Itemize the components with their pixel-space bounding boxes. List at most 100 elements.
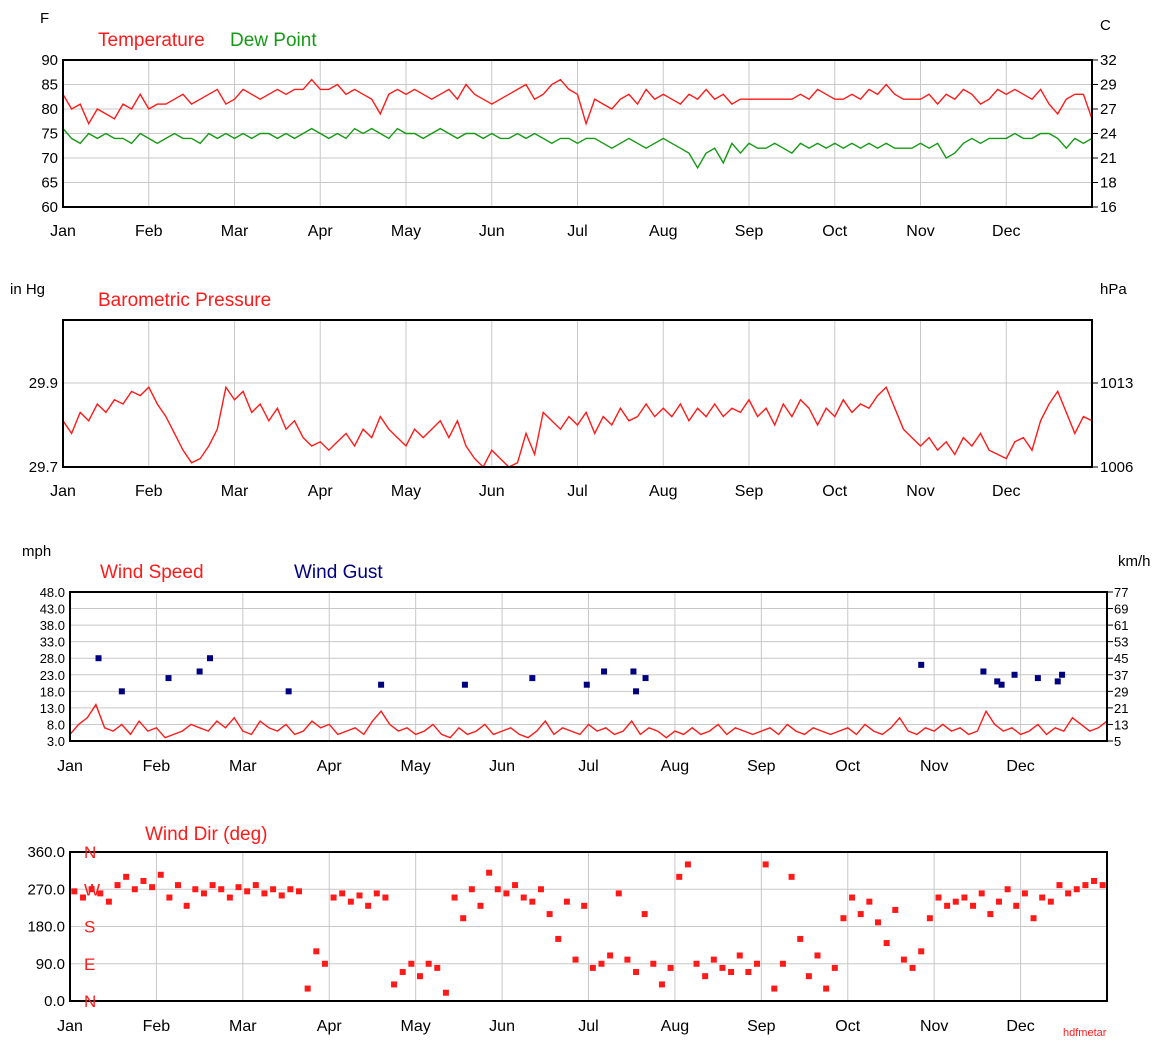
data-point <box>175 882 182 889</box>
y-tick-label: 60 <box>41 199 58 216</box>
data-point <box>235 884 242 891</box>
data-point <box>356 892 363 899</box>
y-tick-label: 8.0 <box>47 717 65 732</box>
data-point <box>200 890 207 897</box>
right-unit-label: km/h <box>1118 553 1151 570</box>
month-label: Feb <box>135 483 163 500</box>
y2-tick-label: 29 <box>1100 77 1117 94</box>
data-point <box>461 681 468 688</box>
data-point <box>1065 890 1072 897</box>
data-point <box>373 890 380 897</box>
data-point <box>1073 886 1080 893</box>
month-label: Oct <box>835 1018 860 1035</box>
data-point <box>745 969 752 976</box>
data-point <box>736 952 743 959</box>
data-point <box>572 956 579 963</box>
left-unit-label: in Hg <box>10 281 45 298</box>
y2-tick-label: 32 <box>1100 52 1117 69</box>
data-point <box>330 894 337 901</box>
month-label: Feb <box>135 223 163 240</box>
data-point <box>952 898 959 905</box>
data-point <box>451 894 458 901</box>
data-point <box>874 919 881 926</box>
data-point <box>529 898 536 905</box>
data-point <box>347 898 354 905</box>
month-label: Jan <box>50 483 76 500</box>
y2-tick-label: 29 <box>1114 684 1128 699</box>
data-point <box>278 892 285 899</box>
month-label: Oct <box>822 483 847 500</box>
legend-label: Temperature <box>98 30 205 51</box>
data-point <box>918 661 925 668</box>
data-point <box>624 956 631 963</box>
compass-label: N <box>84 992 96 1011</box>
data-point <box>935 894 942 901</box>
data-point <box>460 915 467 922</box>
y2-tick-label: 21 <box>1114 701 1128 716</box>
data-point <box>365 902 372 909</box>
data-point <box>1034 675 1041 682</box>
data-point <box>978 890 985 897</box>
series-line-temperature <box>62 78 1093 126</box>
data-point <box>710 956 717 963</box>
y2-tick-label: 1006 <box>1100 459 1133 476</box>
month-label: Dec <box>992 223 1020 240</box>
data-point <box>831 964 838 971</box>
series-wind-dir-deg- <box>71 861 1106 996</box>
right-unit-label: hPa <box>1100 281 1127 298</box>
data-point <box>658 981 665 988</box>
month-label: Jan <box>57 758 83 775</box>
data-point <box>206 655 213 662</box>
data-point <box>434 964 441 971</box>
data-point <box>118 688 125 695</box>
data-point <box>667 964 674 971</box>
y-tick-label: 18.0 <box>40 684 65 699</box>
y2-tick-label: 1013 <box>1100 375 1133 392</box>
month-label: Aug <box>649 483 677 500</box>
data-point <box>754 960 761 967</box>
data-point <box>546 911 553 918</box>
y2-tick-label: 16 <box>1100 199 1117 216</box>
y-tick-label: 360.0 <box>27 844 65 861</box>
compass-label: W <box>84 880 100 899</box>
data-point <box>702 973 709 980</box>
data-point <box>762 861 769 868</box>
compass-label: S <box>84 918 95 937</box>
data-point <box>391 981 398 988</box>
data-point <box>1059 671 1066 678</box>
y-tick-label: 0.0 <box>44 993 65 1010</box>
data-point <box>105 898 112 905</box>
data-point <box>563 898 570 905</box>
month-label: Dec <box>992 483 1020 500</box>
data-point <box>998 681 1005 688</box>
data-point <box>719 964 726 971</box>
month-label: Dec <box>1006 1018 1034 1035</box>
y-tick-label: 270.0 <box>27 881 65 898</box>
month-label: Jul <box>567 223 587 240</box>
data-point <box>926 915 933 922</box>
y-tick-label: 65 <box>41 175 58 192</box>
data-point <box>313 948 320 955</box>
data-point <box>797 935 804 942</box>
data-point <box>630 668 637 675</box>
data-point <box>581 902 588 909</box>
month-label: Feb <box>143 1018 171 1035</box>
data-point <box>823 985 830 992</box>
data-point <box>226 894 233 901</box>
data-point <box>1054 678 1061 685</box>
month-label: Aug <box>661 1018 689 1035</box>
data-point <box>183 902 190 909</box>
data-point <box>244 888 251 895</box>
month-label: Jun <box>489 1018 515 1035</box>
data-point <box>633 688 640 695</box>
month-label: Mar <box>229 758 257 775</box>
month-label: Feb <box>143 758 171 775</box>
y-tick-label: 13.0 <box>40 701 65 716</box>
data-point <box>88 886 95 893</box>
compass-label: N <box>84 843 96 862</box>
month-label: Dec <box>1006 758 1034 775</box>
y-tick-label: 28.0 <box>40 651 65 666</box>
data-point <box>165 675 172 682</box>
month-label: Apr <box>317 1018 343 1035</box>
month-label: Jul <box>578 1018 598 1035</box>
